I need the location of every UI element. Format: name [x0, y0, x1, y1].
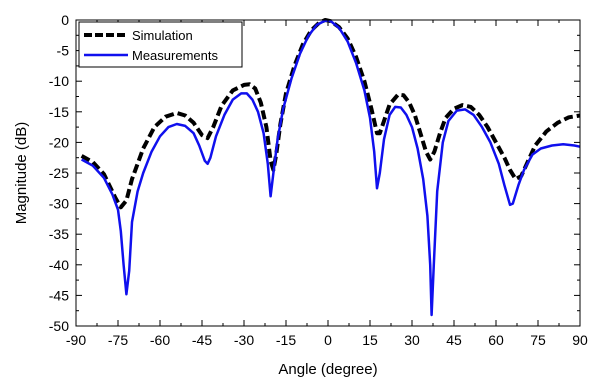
y-tick-label: -25 — [49, 165, 69, 181]
y-tick-label: -5 — [57, 43, 70, 59]
y-tick-label: -15 — [49, 104, 69, 120]
x-tick-label: 75 — [530, 332, 546, 348]
y-tick-label: -10 — [49, 73, 69, 89]
y-tick-label: -20 — [49, 134, 69, 150]
x-axis-title: Angle (degree) — [278, 361, 377, 378]
y-tick-label: -45 — [49, 287, 69, 303]
x-tick-label: -30 — [234, 332, 254, 348]
series-layer — [80, 18, 581, 317]
series-line-measurements — [80, 19, 581, 317]
axis-layer: -90 -75 -60 -45 -30 -15 0 15 30 45 60 75 90 0 -5 -10 -15… — [49, 12, 588, 348]
y-tick-label: -30 — [49, 196, 69, 212]
y-axis-title: Magnitude (dB) — [13, 122, 30, 225]
y-tick-label: -35 — [49, 226, 69, 242]
x-tick-label: -75 — [108, 332, 128, 348]
y-tick-label: -40 — [49, 257, 69, 273]
legend-label-simulation: Simulation — [132, 28, 193, 43]
y-tick-label: 0 — [61, 12, 69, 28]
legend: Simulation Measurements — [78, 21, 243, 68]
x-tick-label: 45 — [446, 332, 462, 348]
x-tick-label: -45 — [192, 332, 212, 348]
x-tick-label: -15 — [276, 332, 296, 348]
x-tick-label: 30 — [404, 332, 420, 348]
x-tick-label: 90 — [572, 332, 588, 348]
legend-box — [78, 21, 243, 68]
x-tick-label: 0 — [324, 332, 332, 348]
x-tick-label: -60 — [150, 332, 170, 348]
x-tick-label: 60 — [488, 332, 504, 348]
legend-label-measurements: Measurements — [132, 48, 218, 63]
x-tick-label: -90 — [66, 332, 86, 348]
y-tick-label: -50 — [49, 318, 69, 334]
x-tick-label: 15 — [362, 332, 378, 348]
